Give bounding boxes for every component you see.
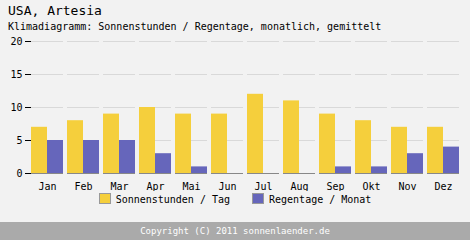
html-text:Regentage / Monat: Regentage / Monat [269,194,372,205]
svg-text:Nov: Nov [398,181,416,191]
svg-text:20: 20 [10,36,22,47]
svg-text:Mai: Mai [182,181,200,191]
html-text:Klimadiagramm: Sonnenstunden /: Klimadiagramm: Sonnenstunden / Regentage… [8,21,382,32]
svg-text:10: 10 [10,102,22,113]
svg-text:Apr: Apr [146,181,164,191]
svg-text:0: 0 [16,168,22,179]
svg-text:Jul: Jul [254,181,272,191]
svg-text:5: 5 [16,135,22,146]
svg-text:Okt: Okt [362,181,380,191]
svg-text:Jun: Jun [218,181,236,191]
svg-text:Dez: Dez [434,181,452,191]
svg-text:15: 15 [10,69,22,80]
svg-text:Sep: Sep [326,181,344,191]
html-text:Sonnenstunden / Tag: Sonnenstunden / Tag [115,194,230,205]
html-text:USA, Artesia: USA, Artesia [8,3,102,18]
svg-text:Aug: Aug [290,181,308,191]
svg-text:Mar: Mar [110,181,128,191]
svg-text:Feb: Feb [74,181,92,191]
svg-text:Jan: Jan [38,181,56,191]
html-text:Copyright (C) 2011 sonnenlaend: Copyright (C) 2011 sonnenlaender.de [140,226,330,236]
